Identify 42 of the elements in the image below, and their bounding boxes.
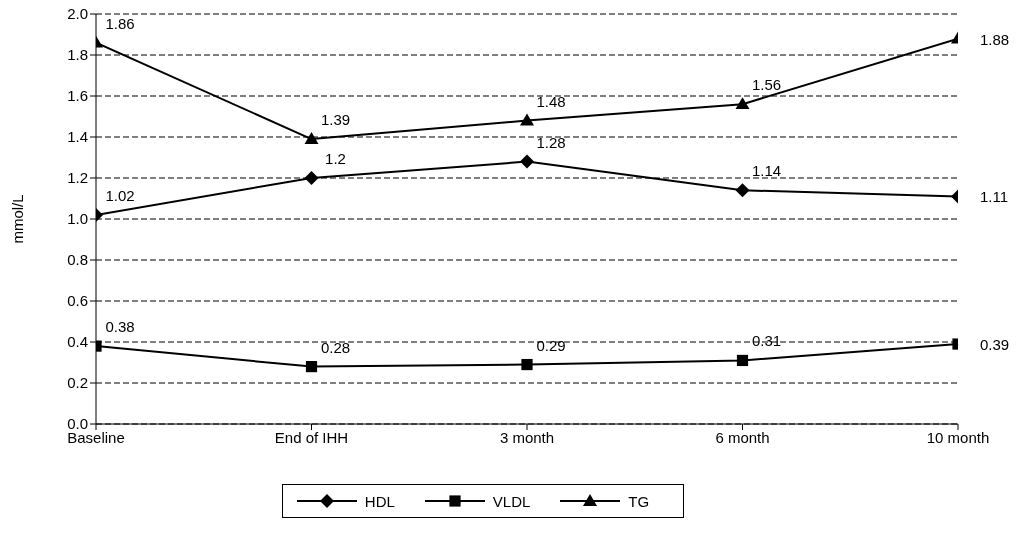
x-tick-label: 6 month [715, 428, 770, 446]
point [521, 358, 533, 371]
y-tick-label: 1.8 [67, 46, 88, 64]
legend-label: TG [628, 492, 650, 510]
point [304, 171, 319, 185]
data-label: 0.39 [980, 336, 1010, 354]
y-tick-label: 0.2 [67, 374, 88, 392]
point [735, 97, 750, 110]
point [520, 113, 534, 126]
x-tick-label: End of IHH [274, 428, 349, 446]
y-tick-label: 0.8 [67, 251, 88, 269]
point [305, 361, 318, 373]
data-label: 1.88 [980, 30, 1010, 48]
legend-label: VLDL [492, 492, 531, 510]
data-label: 1.2 [325, 150, 346, 167]
y-tick-label: 0.6 [67, 292, 88, 310]
data-label: 1.48 [536, 92, 566, 110]
x-tick-label: 10 month [926, 428, 990, 446]
y-axis-title: mmol/L [9, 194, 27, 244]
legend-label: HDL [364, 492, 395, 510]
data-label: 0.31 [751, 332, 782, 350]
data-label: 1.02 [105, 186, 135, 204]
data-label: 0.38 [105, 318, 135, 336]
y-tick-label: 2.0 [67, 5, 88, 23]
data-label: 0.28 [320, 338, 351, 356]
point [520, 154, 534, 169]
data-label: 1.56 [751, 76, 782, 94]
data-label: 1.14 [751, 162, 782, 180]
point [735, 183, 750, 198]
data-label: 1.86 [105, 14, 135, 32]
data-label: 1.39 [320, 111, 351, 129]
y-tick-label: 1.4 [67, 128, 88, 146]
point [736, 354, 749, 367]
y-tick-label: 1.6 [67, 87, 88, 105]
y-tick-label: 1.0 [67, 210, 88, 228]
y-tick-label: 1.2 [67, 169, 88, 187]
data-label: 1.28 [536, 133, 566, 151]
x-tick-label: 3 month [499, 428, 555, 446]
point [304, 132, 319, 144]
data-label: 1.11 [980, 188, 1009, 206]
y-tick-label: 0.4 [67, 333, 88, 351]
data-label: 0.29 [536, 336, 566, 354]
